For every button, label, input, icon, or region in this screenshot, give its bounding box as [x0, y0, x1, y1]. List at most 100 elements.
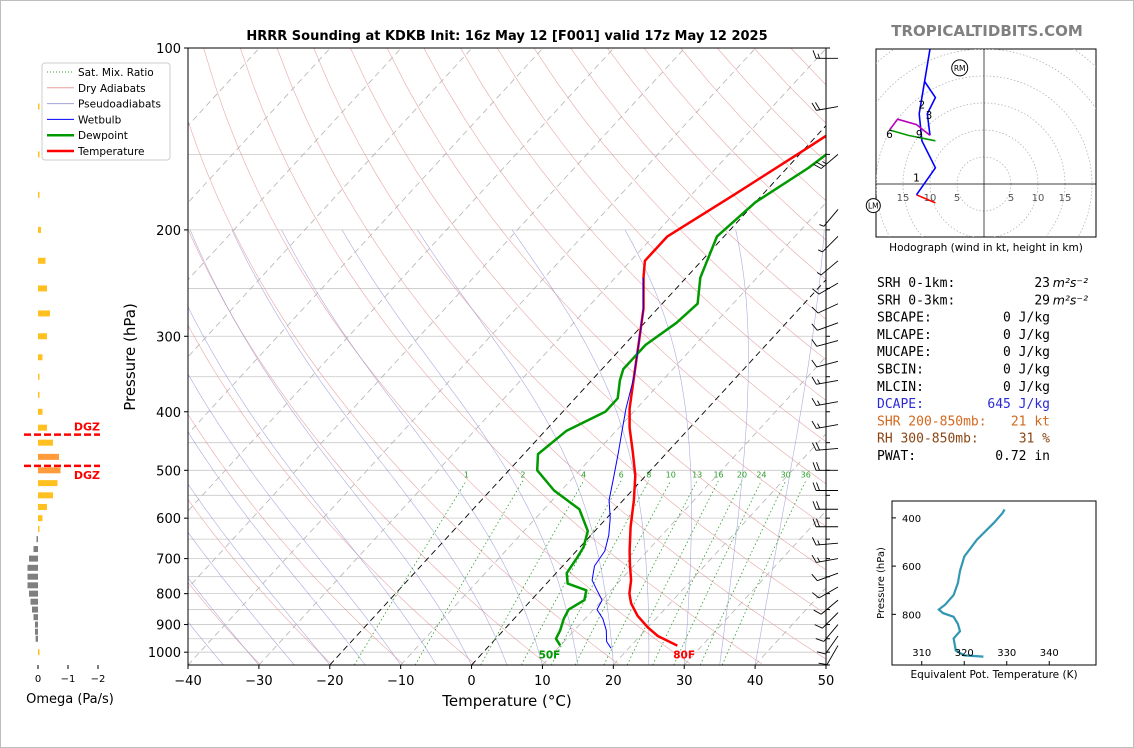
hodo-height-label: 1	[913, 172, 920, 184]
barb-flag	[812, 482, 817, 491]
legend-label: Pseudoadiabats	[78, 99, 161, 111]
index-value: 29	[1034, 293, 1050, 308]
barb-staff	[816, 360, 839, 368]
wind-barb	[812, 586, 839, 599]
dry-adiabat	[188, 498, 332, 664]
barb-flag	[811, 376, 817, 385]
omega-bar	[38, 103, 40, 110]
hodo-ring-label: 10	[1032, 193, 1045, 204]
mixing-ratio-label: 10	[666, 471, 676, 480]
mixing-ratio-line	[574, 480, 672, 665]
theta-e-x-tick-label: 340	[1040, 648, 1059, 659]
theta-e-x-tick-label: 310	[912, 648, 931, 659]
theta-e-panel: 310 320 330 340 400 600 800 Equivalent Pot. Te…	[876, 500, 1097, 681]
mixing-ratio-label: 20	[737, 471, 747, 480]
omega-bar	[35, 621, 38, 628]
barb-flag	[815, 442, 820, 451]
index-value: 0 J/kg	[1003, 363, 1050, 378]
series-temperature	[628, 134, 826, 647]
y-tick-label: 900	[156, 619, 181, 634]
dry-adiabat	[533, 48, 826, 361]
hodo-trace	[888, 118, 931, 137]
theta-e-y-tick-label: 400	[902, 514, 921, 525]
y-tick-label: 600	[156, 512, 181, 527]
omega-bar	[38, 310, 50, 317]
index-label: MUCAPE:	[877, 345, 932, 360]
omega-bar	[27, 573, 38, 580]
x-tick-label: 20	[605, 674, 622, 689]
barb-flag	[811, 359, 818, 368]
dry-adiabat	[188, 324, 475, 664]
dry-adiabat	[203, 48, 691, 664]
barb-flag	[811, 537, 817, 546]
index-value: 0 J/kg	[1003, 380, 1050, 395]
wind-barb	[816, 260, 839, 276]
dry-adiabat	[240, 48, 762, 664]
legend-label: Dewpoint	[78, 130, 128, 142]
omega-bar	[27, 582, 38, 589]
mixing-ratio-label: 1	[464, 471, 469, 480]
barb-flag	[811, 306, 819, 314]
wind-barb	[812, 501, 838, 510]
barb-half-flag	[822, 161, 827, 165]
barb-flag	[811, 420, 817, 429]
barb-flag	[812, 50, 817, 59]
omega-tick-label: −2	[91, 674, 106, 685]
y-tick-label: 700	[156, 553, 181, 568]
skewt-xlabel: Temperature (°C)	[441, 692, 571, 710]
mixing-ratio-label: 24	[756, 471, 766, 480]
omega-bar	[38, 391, 40, 398]
mixing-ratio-line	[721, 480, 807, 665]
index-value: 0 J/kg	[1003, 345, 1050, 360]
skewt-ylabel: Pressure (hPa)	[121, 303, 139, 411]
omega-bar	[29, 555, 38, 562]
skewt-reference-lines	[188, 48, 826, 665]
theta-e-x-tick-label: 330	[997, 648, 1016, 659]
hodograph-caption: Hodograph (wind in kt, height in km)	[889, 242, 1083, 254]
barb-staff	[817, 572, 839, 582]
hodo-trace	[923, 80, 937, 136]
omega-bar	[38, 226, 41, 233]
index-unit: m²s⁻²	[1053, 275, 1088, 290]
dry-adiabat	[460, 48, 826, 443]
skewt-panel: 1 2 4 6 8 10 13 16 20 24 30 36 −40 −30 −20 −10 0 10 20 30 4…	[121, 42, 834, 710]
series-wetbulb	[591, 277, 644, 649]
sounding-indices: SRH 0-1km: 23 m²s⁻² SRH 0-3km: 29 m²s⁻² SBCAPE…	[877, 275, 1088, 464]
hodo-rm-label: RM	[954, 64, 966, 73]
barb-staff	[823, 624, 839, 642]
hodo-trace	[889, 129, 936, 142]
pseudoadiabat	[511, 229, 650, 665]
index-label: RH 300-850mb:	[877, 432, 979, 447]
surface-label: 50F	[539, 650, 561, 662]
omega-tick-label: 0	[35, 674, 41, 685]
barb-staff	[825, 635, 839, 655]
pseudoadiabat	[188, 373, 401, 665]
omega-bar	[38, 354, 43, 361]
hodo-ring-label: 15	[897, 193, 910, 204]
omega-bar	[38, 151, 40, 158]
wind-barb	[811, 572, 839, 582]
hodo-height-label: 9	[916, 129, 923, 141]
barb-staff	[816, 106, 839, 111]
wind-barb	[811, 397, 839, 406]
index-value: 0 J/kg	[1003, 311, 1050, 326]
index-value: 31 %	[1019, 432, 1050, 447]
barb-flag	[816, 651, 826, 655]
barb-staff	[816, 401, 839, 406]
x-tick-label: −20	[316, 674, 343, 689]
wind-barb	[811, 102, 839, 111]
pseudoadiabat	[341, 229, 579, 665]
index-label: SHR 200-850mb:	[877, 414, 987, 429]
barb-staff	[817, 322, 839, 331]
skewt-axes-frame	[187, 47, 827, 666]
barb-half-flag	[819, 224, 825, 227]
x-tick-label: −30	[245, 674, 272, 689]
wind-barb	[818, 645, 839, 666]
omega-bar	[32, 606, 38, 613]
legend-label: Sat. Mix. Ratio	[78, 67, 154, 79]
wind-barb	[811, 420, 839, 429]
omega-bar	[38, 408, 43, 415]
mixing-ratio-line	[603, 480, 698, 665]
isotherm-line	[329, 124, 826, 665]
mixing-ratio-labels: 1 2 4 6 8 10 13 16 20 24 30 36	[464, 471, 811, 480]
